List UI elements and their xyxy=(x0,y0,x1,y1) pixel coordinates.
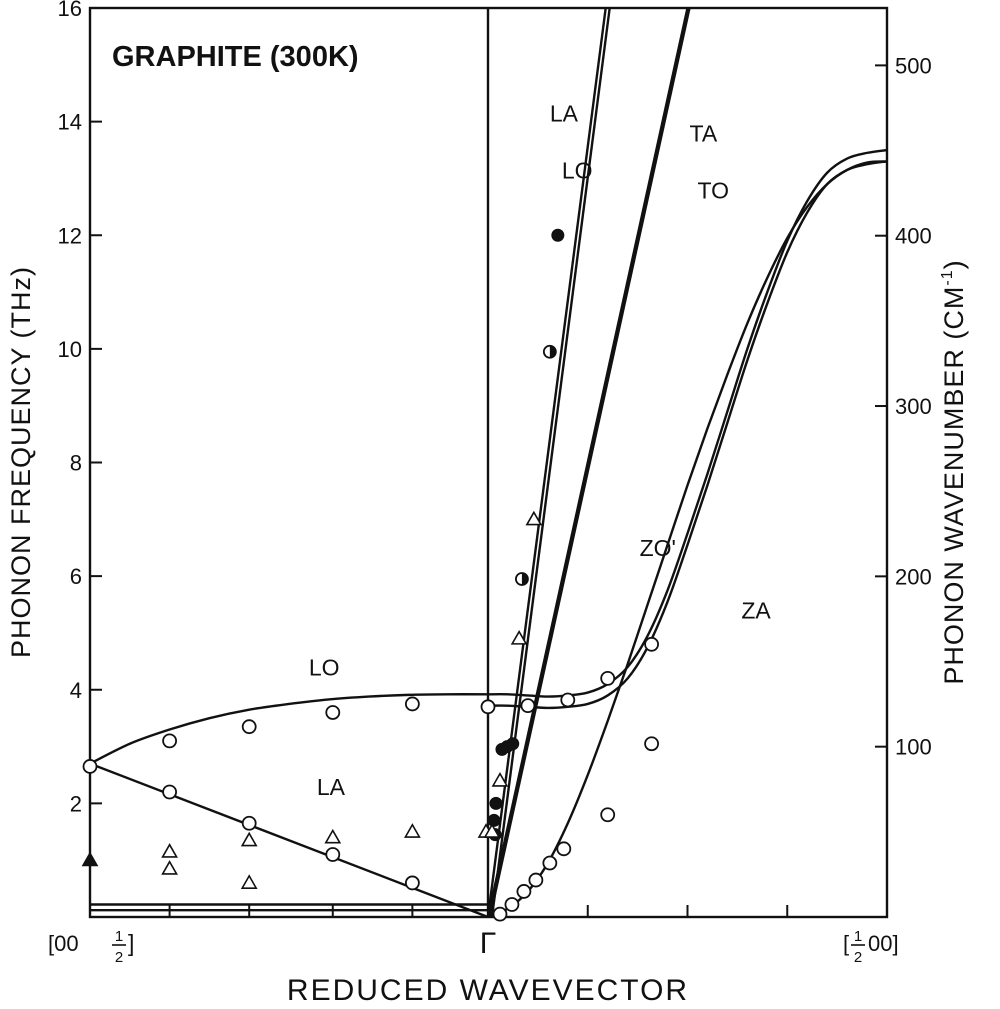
x-tick-right-frac-den: 2 xyxy=(854,949,862,966)
data-point-half-fill xyxy=(549,345,556,358)
branch-label: LA xyxy=(317,774,346,800)
y-tick-label: 16 xyxy=(58,0,82,21)
data-point-triangle xyxy=(510,630,528,645)
data-point-filled-triangle xyxy=(81,851,99,867)
data-point-triangle xyxy=(161,860,178,875)
y-axis-right-unit: (CM xyxy=(939,286,969,340)
series-ta-right-line xyxy=(486,7,689,918)
y-right-tick-label: 300 xyxy=(895,394,932,419)
branch-label: LA xyxy=(550,101,579,127)
data-point-circle xyxy=(600,670,616,686)
data-point-circle xyxy=(480,699,496,715)
data-point-circle xyxy=(560,692,576,708)
x-tick-left-frac-den: 2 xyxy=(115,949,123,966)
x-tick-label-right: [ xyxy=(843,931,849,956)
y-axis-label: PHONON FREQUENCY (THz) xyxy=(6,266,36,658)
data-point-triangle xyxy=(491,772,509,787)
y-tick-label: 8 xyxy=(70,451,82,476)
x-tick-left-frac-num: 1 xyxy=(115,928,123,945)
data-point-circle xyxy=(644,736,659,752)
branch-label: ZO' xyxy=(640,535,676,561)
x-tick-right-text: 00] xyxy=(868,931,899,956)
branch-label: TA xyxy=(689,121,717,147)
data-point-circle xyxy=(241,719,257,735)
x-tick-left-text: [00 xyxy=(48,931,79,956)
data-point-circle xyxy=(516,884,532,899)
dispersion-curves xyxy=(89,7,888,919)
series-branch-right-line xyxy=(487,160,888,710)
y-tick-label: 10 xyxy=(58,337,82,362)
y-axis-right-sup: -1 xyxy=(939,269,956,285)
series-la-left-line xyxy=(89,762,489,919)
series-zo-right-line xyxy=(487,148,888,698)
branch-label: TO xyxy=(697,177,729,203)
series-la-right-line xyxy=(486,7,607,918)
data-point-circle xyxy=(556,841,572,857)
y-tick-label: 4 xyxy=(70,678,82,703)
y-right-tick-label: 200 xyxy=(895,564,932,589)
y-tick-label: 12 xyxy=(58,223,82,248)
data-point-circle xyxy=(528,872,544,888)
chart-title: GRAPHITE (300K) xyxy=(112,41,359,73)
series-lo-right-line xyxy=(490,7,611,918)
data-point-filled-circle xyxy=(487,813,501,827)
data-point-circle xyxy=(162,784,178,800)
data-point-filled-circle xyxy=(506,737,520,751)
series-to-right-line xyxy=(488,7,691,918)
x-tick-label-left: [00 xyxy=(48,931,79,956)
y-right-tick-label: 500 xyxy=(895,53,932,78)
data-point-circle xyxy=(504,897,520,912)
x-tick-label-gamma: Γ xyxy=(480,927,497,960)
branch-label: LO xyxy=(562,157,593,183)
x-axis-label: REDUCED WAVEVECTOR xyxy=(287,974,689,1007)
data-point-triangle xyxy=(240,831,258,847)
data-point-triangle xyxy=(404,823,421,838)
y-tick-label: 14 xyxy=(58,110,82,135)
data-point-circle xyxy=(520,698,536,714)
data-point-circle xyxy=(404,696,420,712)
series-lo-left-line xyxy=(89,693,489,765)
y-axis-right-main: PHONON WAVENUMBER xyxy=(939,348,969,685)
axis-ticks: 2 4 6 8 10 12 14 16 100 200 300 400 500 xyxy=(58,0,932,917)
y-axis-right-close: ) xyxy=(939,259,969,269)
data-point-triangle xyxy=(525,510,543,526)
data-point-circle xyxy=(162,733,178,749)
data-point-circle xyxy=(325,847,341,862)
x-tick-right-open: [ xyxy=(843,931,849,956)
y-axis-right-label: PHONON WAVENUMBER (CM-1) xyxy=(939,259,969,684)
branch-labels: LO LA LA LO TA TO ZO' ZA xyxy=(309,101,772,800)
x-tick-right-frac-num: 1 xyxy=(854,928,862,945)
data-point-circle xyxy=(404,875,420,891)
data-point-circle xyxy=(82,759,98,774)
y-tick-label: 6 xyxy=(70,564,82,589)
data-point-triangle xyxy=(324,828,342,844)
data-point-triangle xyxy=(240,874,258,889)
data-point-triangle xyxy=(483,823,501,838)
data-point-filled-circle xyxy=(551,228,565,242)
data-point-half-fill xyxy=(521,572,528,585)
data-point-circle xyxy=(492,906,508,922)
data-point-circle xyxy=(325,705,341,720)
branch-label: LO xyxy=(309,655,340,681)
y-right-tick-label: 100 xyxy=(895,735,932,760)
data-point-circle xyxy=(542,855,558,871)
data-point-circle xyxy=(644,636,659,652)
data-point-circle xyxy=(241,815,257,831)
data-point-triangle xyxy=(161,843,178,858)
data-markers xyxy=(81,228,659,922)
data-point-circle xyxy=(600,807,616,823)
series-za-right-line xyxy=(487,160,888,919)
x-tick-left-bracket: ] xyxy=(128,930,134,956)
data-point-filled-circle xyxy=(489,796,503,810)
branch-label: ZA xyxy=(741,598,771,624)
y-right-tick-label: 400 xyxy=(895,224,932,249)
y-tick-label: 2 xyxy=(70,791,82,816)
